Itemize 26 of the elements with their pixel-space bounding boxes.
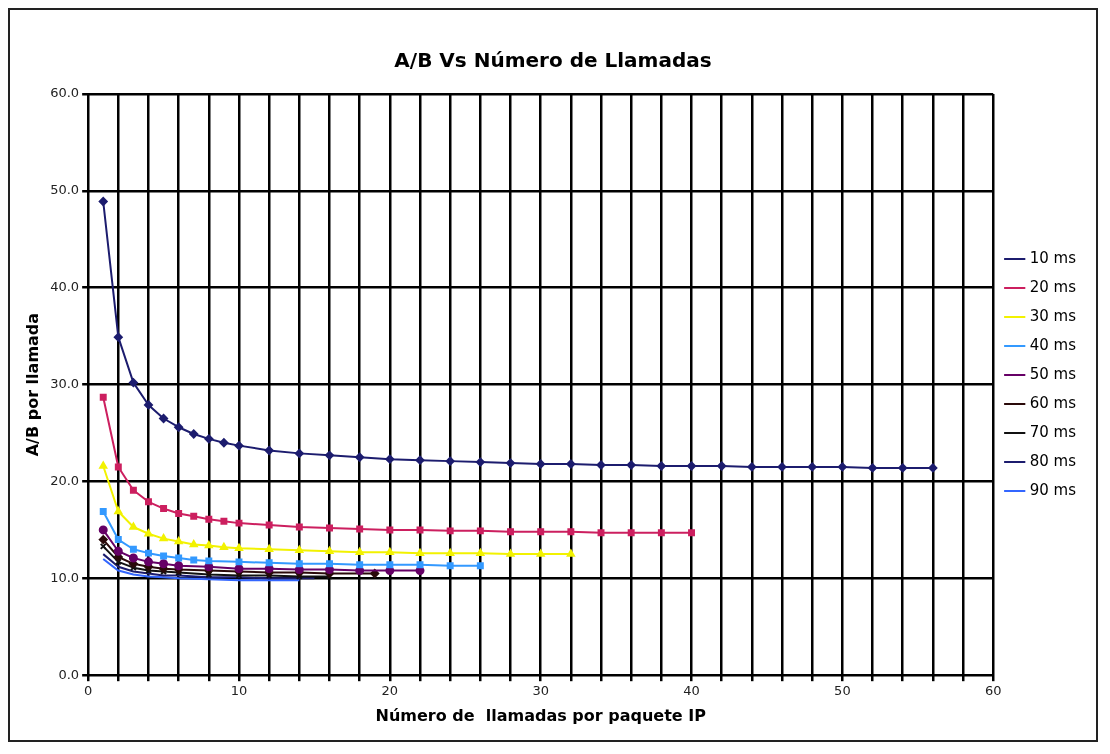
x-tick-label: 10: [230, 683, 248, 699]
y-tick-label: 40.0: [50, 279, 80, 295]
legend-label: 50 ms: [1029, 364, 1077, 383]
y-tick-label: 30.0: [50, 375, 80, 391]
legend-label: 60 ms: [1029, 393, 1077, 412]
y-tick-label: 0.0: [58, 666, 80, 682]
x-tick-label: 30: [532, 683, 549, 699]
legend-label: 90 ms: [1029, 480, 1077, 499]
y-tick-label: 20.0: [50, 472, 80, 488]
x-tick-label: 60: [984, 683, 1002, 699]
y-axis-title: A/B por llamada: [22, 312, 42, 457]
legend-label: 20 ms: [1029, 277, 1077, 296]
y-tick-label: 50.0: [50, 182, 80, 198]
legend-label: 80 ms: [1029, 451, 1077, 470]
legend-label: 10 ms: [1029, 248, 1077, 267]
x-tick-label: 50: [834, 683, 851, 699]
y-tick-label: 10.0: [50, 569, 80, 585]
x-axis-title: Número de llamadas por paquete IP: [375, 705, 707, 725]
x-tick-label: 40: [683, 683, 700, 699]
x-tick-label: 20: [381, 683, 399, 699]
legend-label: 40 ms: [1029, 335, 1077, 354]
legend-label: 70 ms: [1029, 422, 1077, 441]
chart-title: A/B Vs Número de Llamadas: [394, 48, 712, 73]
y-tick-label: 60.0: [50, 85, 80, 101]
x-tick-label: 0: [84, 683, 93, 699]
legend-label: 30 ms: [1029, 306, 1077, 325]
